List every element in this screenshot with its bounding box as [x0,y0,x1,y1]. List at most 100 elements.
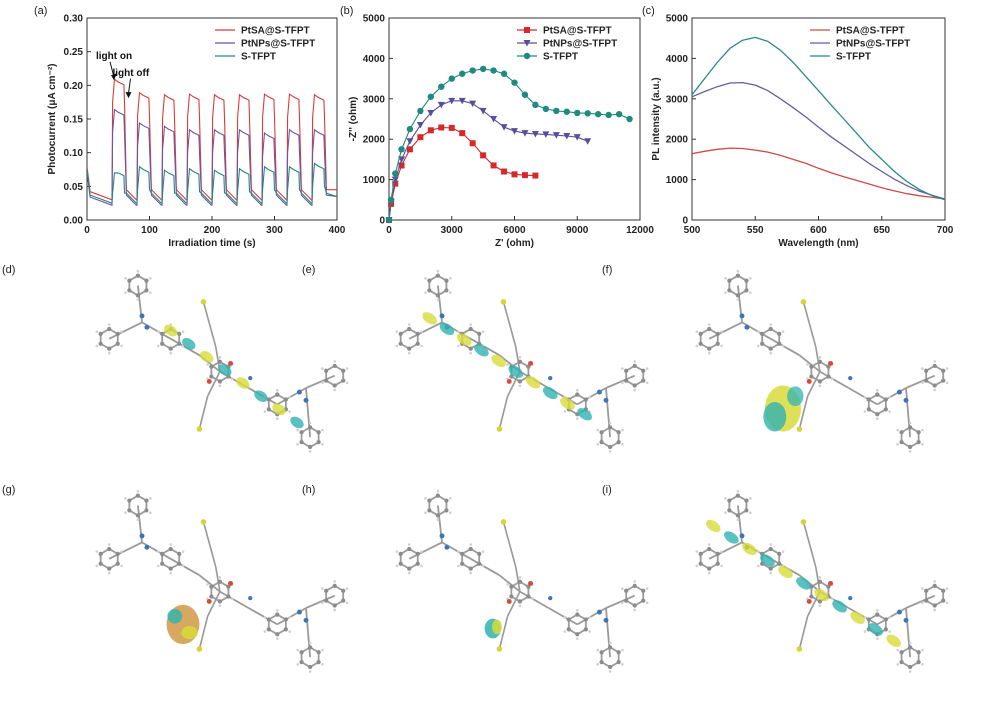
atom [757,550,760,553]
data-point [438,83,445,90]
orbital-lobe [439,322,455,336]
atom [288,630,291,633]
data-point [552,132,560,139]
data-point [563,108,570,115]
atom [95,344,99,348]
atom [398,341,403,346]
molecule [695,489,949,673]
atom [95,550,99,553]
atom [616,659,621,665]
atom [769,323,773,326]
atom [321,648,324,652]
x-tick-label: 400 [329,225,346,236]
atom [828,580,834,586]
atom [407,566,412,571]
atom [468,326,473,332]
atom [645,587,649,590]
atom [621,663,624,666]
legend-entry: PtSA@S-TFPT [241,26,310,37]
bond [708,321,743,340]
atom [908,670,912,673]
atom [757,330,760,333]
atom [932,363,937,368]
atom [436,298,440,302]
legend-entry: PtSA@S-TFPT [836,26,905,37]
x-tick-label: 0 [386,225,392,236]
bond [498,396,509,430]
atom [457,344,460,348]
atom [98,331,103,337]
atom [933,608,937,612]
atom [888,410,891,413]
atom [263,630,267,633]
atom [875,417,879,420]
atom [209,584,214,589]
atom [177,331,182,337]
atom [736,269,740,273]
atom [333,360,337,363]
atom [200,519,207,525]
atom [875,637,879,640]
data-point [406,138,414,145]
bond [814,346,821,372]
x-tick-label: 300 [266,225,283,236]
bond [905,374,936,389]
atom [599,650,604,655]
atom [321,663,324,666]
atom [777,341,782,346]
atom [177,341,182,346]
data-point [521,172,528,179]
orbital-lobe [474,344,489,357]
atom [848,376,853,381]
atom [407,346,412,351]
data-point [511,79,518,86]
bond [198,396,209,430]
atom [781,344,785,348]
atom [296,648,300,652]
atom [641,598,646,603]
data-point [427,109,435,117]
atom [616,650,621,655]
atom [945,601,949,605]
data-point [417,134,424,141]
atom [444,544,450,550]
atom [303,617,309,623]
data-point [542,105,550,113]
atom [830,597,834,601]
atom [608,421,612,425]
atom [217,599,223,604]
atom [575,417,579,420]
atom [95,330,99,333]
x-tick-label: 500 [684,225,701,236]
x-tick-label: 6000 [503,225,526,236]
atom [645,381,649,385]
atom [460,551,465,557]
y-tick-label: 1000 [363,175,386,186]
atom [768,346,773,351]
atom [744,508,749,513]
atom [477,561,482,566]
orbital-lobe [218,364,232,376]
atom [321,381,324,385]
atom [924,598,929,603]
atom [333,388,337,392]
atom [806,363,809,366]
atom [621,367,624,370]
atom [307,645,313,650]
atom [341,588,346,593]
atom [707,546,712,552]
atom [720,564,723,568]
bond [905,594,936,609]
y-tick-label: 1000 [666,175,689,186]
atom [921,381,924,385]
y-tick-label: 4000 [363,54,386,65]
x-axis-label: Wavelength (nm) [778,238,858,249]
atom [481,564,485,568]
atom [603,397,609,403]
bond [206,591,221,617]
atom [308,450,312,453]
atom [481,550,485,553]
bond [802,521,817,568]
orbital-lobe [167,608,183,624]
atom [248,376,253,381]
